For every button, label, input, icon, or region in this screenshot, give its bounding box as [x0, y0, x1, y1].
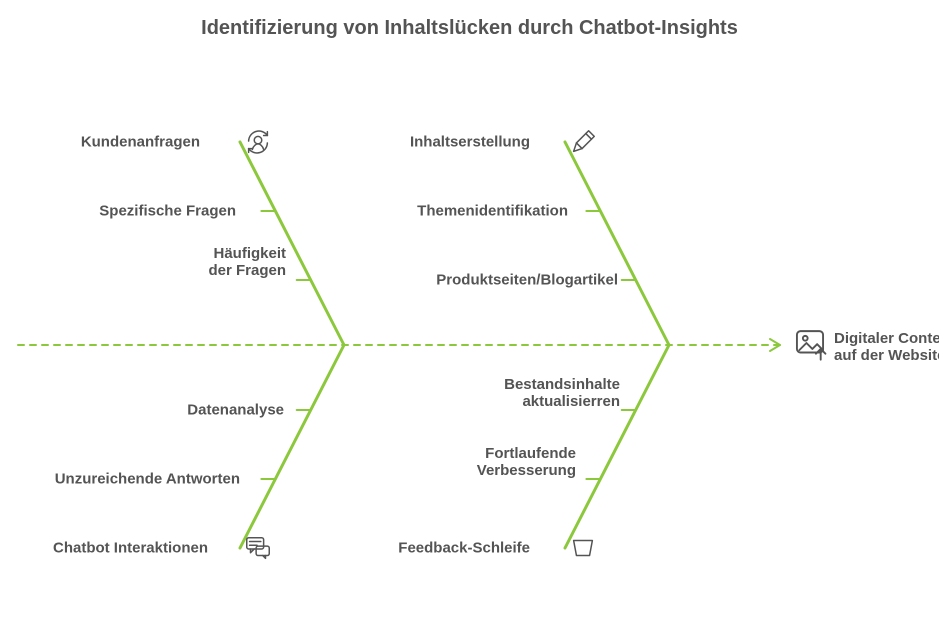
pencil-icon — [568, 127, 598, 157]
upload-image-icon — [791, 324, 829, 362]
rib-label-bot1-0: Datenanalyse — [187, 402, 284, 419]
rib-label-top2-0: Themenidentifikation — [417, 203, 568, 220]
bone-label-top1: Kundenanfragen — [81, 134, 200, 151]
fishbone-diagram: Identifizierung von Inhaltslücken durch … — [0, 0, 939, 621]
bone-label-bot1: Chatbot Interaktionen — [53, 540, 208, 557]
rib-label-top2-1: Produktseiten/Blogartikel — [436, 272, 618, 289]
rib-label-bot2-0: Bestandsinhalte aktualisierren — [504, 376, 620, 410]
rib-label-bot2-1: Fortlaufende Verbesserung — [477, 445, 576, 479]
bucket-icon — [568, 533, 598, 563]
bone-label-bot2: Feedback-Schleife — [398, 540, 530, 557]
rib-label-top1-1: Häufigkeit der Fragen — [208, 245, 286, 279]
rib-label-top1-0: Spezifische Fragen — [99, 203, 236, 220]
fishbone-svg — [0, 0, 939, 621]
chat-icon — [243, 533, 273, 563]
user-refresh-icon — [243, 127, 273, 157]
head-label: Digitaler Content auf der Website — [834, 330, 939, 364]
bone-label-top2: Inhaltserstellung — [410, 134, 530, 151]
rib-label-bot1-1: Unzureichende Antworten — [55, 471, 240, 488]
